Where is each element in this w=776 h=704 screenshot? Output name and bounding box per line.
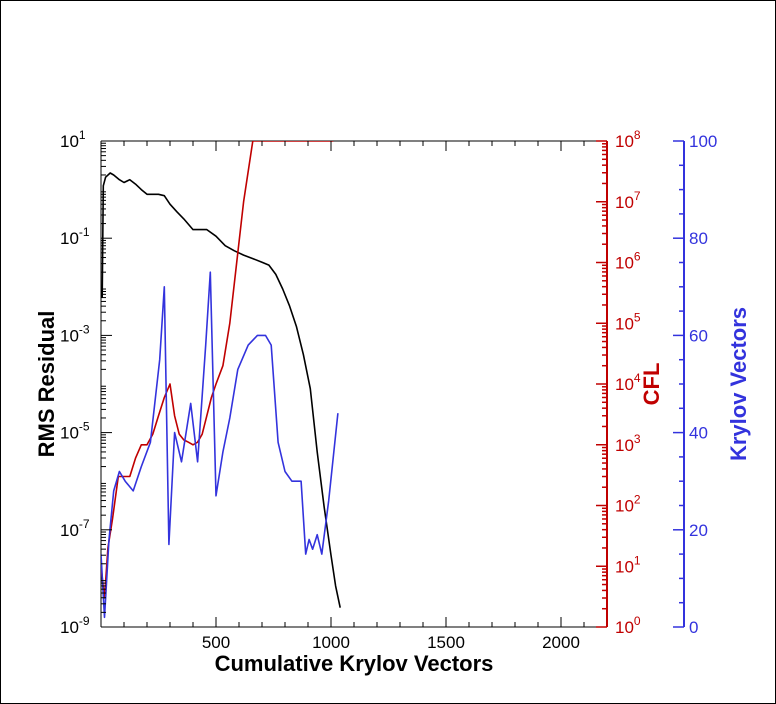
left-tick-label: 10-1 [60, 225, 90, 248]
krylov-axis-title: Krylov Vectors [726, 307, 751, 461]
x-axis-title: Cumulative Krylov Vectors [215, 651, 494, 676]
x-tick-label: 1500 [427, 633, 465, 652]
krylov-tick-label: 80 [689, 229, 708, 248]
cfl-tick-label: 105 [615, 310, 641, 333]
cfl-tick-label: 100 [615, 614, 641, 637]
left-tick-label: 10-9 [60, 614, 90, 637]
cfl-tick-label: 104 [615, 371, 641, 394]
krylov-tick-label: 40 [689, 424, 708, 443]
left-y-axis: 101 10-1 10-3 10-5 10-7 10-9 [60, 128, 112, 637]
rms-residual-line [101, 172, 341, 608]
x-tick-label: 1000 [312, 633, 350, 652]
cfl-tick-label: 102 [615, 493, 641, 516]
cfl-tick-label: 106 [615, 250, 641, 273]
cfl-tick-label: 103 [615, 432, 641, 455]
left-tick-label: 10-7 [60, 517, 90, 540]
cfl-tick-label: 107 [615, 189, 641, 212]
plot-area [100, 140, 607, 628]
x-axis: 500 1000 1500 2000 [123, 141, 585, 652]
x-tick-label: 500 [202, 633, 230, 652]
krylov-tick-label: 60 [689, 326, 708, 345]
cfl-axis: 100 101 102 103 104 105 106 107 108 [596, 128, 641, 637]
krylov-axis: 0 20 40 60 80 100 [673, 132, 717, 637]
krylov-vectors-line [101, 271, 339, 619]
krylov-tick-label: 20 [689, 521, 708, 540]
cfl-tick-label: 108 [615, 128, 641, 151]
left-tick-label: 10-5 [60, 420, 90, 443]
series-layer [101, 141, 341, 619]
krylov-tick-label: 100 [689, 132, 717, 151]
left-axis-title: RMS Residual [34, 311, 59, 458]
cfl-line [101, 141, 334, 599]
cfl-tick-label: 101 [615, 553, 641, 576]
krylov-tick-label: 0 [689, 618, 698, 637]
left-tick-label: 10-3 [60, 322, 90, 345]
left-tick-label: 101 [60, 128, 86, 151]
cfl-axis-title: CFL [639, 363, 664, 406]
x-tick-label: 2000 [542, 633, 580, 652]
